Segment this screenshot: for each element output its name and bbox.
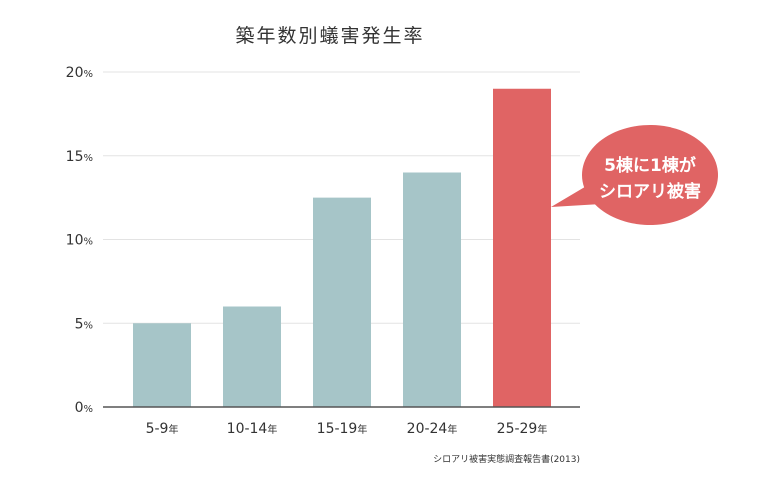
callout-line-1: 5棟に1棟が: [604, 155, 696, 176]
bars: [133, 88, 551, 407]
y-tick-number: 0: [75, 400, 84, 416]
y-axis-ticks: 0%5%10%15%20%: [66, 65, 93, 416]
x-tick-unit: 年: [537, 423, 547, 436]
x-tick-number: 20-24: [407, 421, 448, 437]
y-tick-unit: %: [83, 237, 93, 248]
x-axis-ticks: 5-9年 10-14年 15-19年 20-24年 25-29年: [146, 421, 548, 437]
y-tick-number: 5: [75, 316, 84, 332]
callout-line-2: シロアリ被害: [599, 181, 701, 202]
bar-20-24: [403, 172, 461, 407]
x-tick-number: 15-19: [317, 421, 358, 437]
y-tick-number: 20: [66, 65, 84, 81]
x-tick-number: 5-9: [146, 421, 169, 437]
y-tick-unit: %: [83, 404, 93, 415]
y-tick-number: 15: [66, 149, 84, 165]
x-tick-unit: 年: [267, 423, 277, 436]
y-tick-unit: %: [83, 153, 93, 164]
y-tick-number: 10: [66, 233, 84, 249]
y-tick-label: 20%: [66, 65, 93, 81]
x-tick-number: 25-29: [497, 421, 538, 437]
bar-5-9: [133, 323, 191, 407]
x-tick-label: 25-29年: [497, 421, 548, 437]
source-note: シロアリ被害実態調査報告書(2013): [433, 453, 580, 465]
bar-10-14: [223, 306, 281, 407]
x-tick-label: 20-24年: [407, 421, 458, 437]
bar-15-19: [313, 197, 371, 407]
callout-bubble: [551, 125, 718, 226]
x-tick-unit: 年: [357, 423, 367, 436]
y-tick-unit: %: [83, 69, 93, 80]
chart-title: 築年数別蟻害発生率: [235, 25, 424, 47]
y-tick-label: 10%: [66, 233, 93, 249]
x-tick-unit: 年: [447, 423, 457, 436]
y-tick-label: 15%: [66, 149, 93, 165]
x-tick-label: 5-9年: [146, 421, 179, 437]
y-tick-label: 0%: [75, 400, 93, 416]
x-tick-label: 10-14年: [227, 421, 278, 437]
x-tick-unit: 年: [168, 423, 178, 436]
x-tick-label: 15-19年: [317, 421, 368, 437]
bar-25-29: [493, 88, 551, 407]
x-tick-number: 10-14: [227, 421, 268, 437]
y-tick-unit: %: [83, 320, 93, 331]
y-tick-label: 5%: [75, 316, 93, 332]
callout: 5棟に1棟が シロアリ被害: [551, 125, 718, 226]
